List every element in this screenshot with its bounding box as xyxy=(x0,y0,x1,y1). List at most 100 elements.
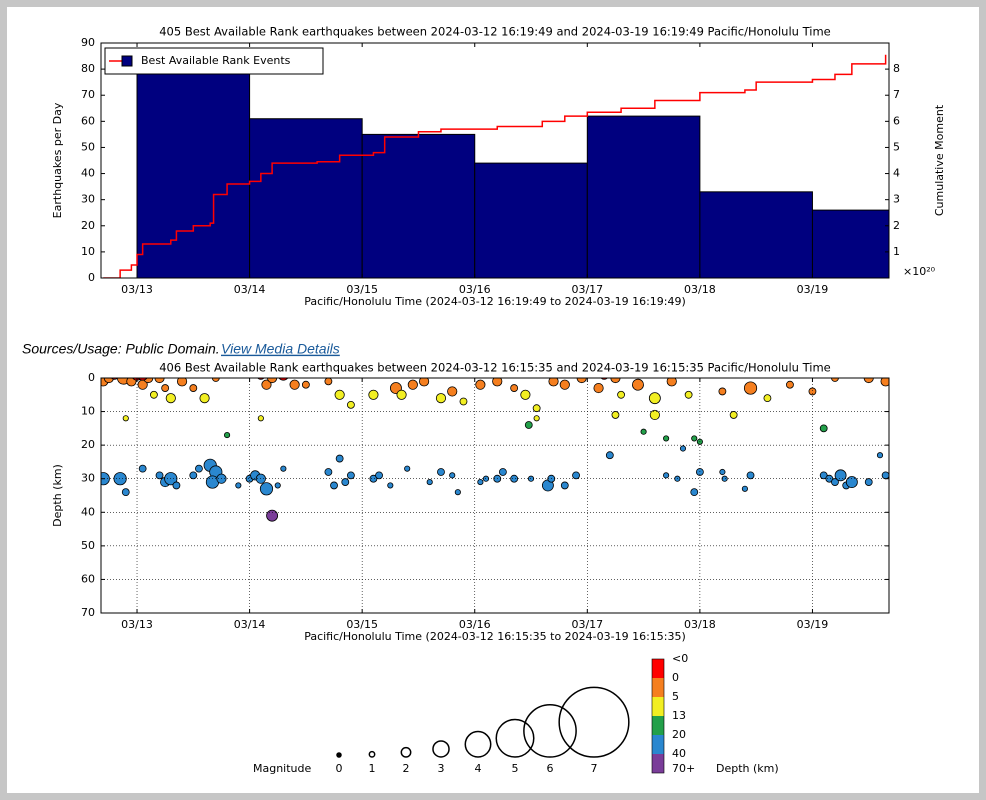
event xyxy=(825,474,834,483)
size-key xyxy=(400,746,412,758)
event xyxy=(532,404,541,413)
y-tick-label: 70 xyxy=(81,606,95,619)
event xyxy=(235,482,242,489)
event xyxy=(454,489,461,496)
event xyxy=(347,400,355,409)
color-key xyxy=(652,754,664,773)
event xyxy=(690,488,699,497)
y2-tick-label: 1 xyxy=(893,245,900,258)
x-tick-label: 03/16 xyxy=(459,618,491,631)
event xyxy=(510,384,519,392)
event xyxy=(666,378,677,387)
y-tick-label: 0 xyxy=(88,271,95,284)
color-key-label: 70+ xyxy=(672,762,695,775)
event xyxy=(224,432,231,439)
y-tick-label: 50 xyxy=(81,140,95,153)
y-tick-label: 40 xyxy=(81,167,95,180)
event xyxy=(763,394,772,403)
event xyxy=(449,472,456,479)
media-link[interactable]: View Media Details xyxy=(221,341,340,357)
y-tick-label: 30 xyxy=(81,472,95,485)
event xyxy=(437,468,445,476)
bar xyxy=(586,115,701,278)
y-tick-label: 0 xyxy=(88,371,95,384)
x-tick-label: 03/14 xyxy=(234,618,266,631)
plot-frame xyxy=(100,377,890,614)
legend: Best Available Rank Events xyxy=(104,47,324,75)
y2-tick-label: 7 xyxy=(893,88,900,101)
y2-tick-label: 5 xyxy=(893,140,900,153)
y-axis-label: Earthquakes per Day xyxy=(51,102,64,218)
event xyxy=(113,472,127,486)
event xyxy=(324,468,333,476)
color-key-label: 0 xyxy=(672,671,679,684)
event xyxy=(492,378,503,387)
bar xyxy=(249,118,363,278)
event xyxy=(447,386,458,397)
x-tick-label: 03/19 xyxy=(797,618,829,631)
y2-tick-label: 2 xyxy=(893,219,900,232)
y-tick-label: 70 xyxy=(81,88,95,101)
event xyxy=(743,381,758,395)
y-tick-label: 80 xyxy=(81,62,95,75)
event xyxy=(527,475,535,482)
color-legend-title: Depth (km) xyxy=(716,762,779,775)
event xyxy=(819,471,828,480)
y2-axis-label: Cumulative Moment xyxy=(933,104,946,216)
color-key-label: 13 xyxy=(672,709,686,722)
event xyxy=(155,471,164,480)
bar xyxy=(699,191,813,278)
event xyxy=(375,471,383,480)
event xyxy=(831,478,839,486)
x-axis-label: Pacific/Honolulu Time (2024-03-12 16:19:… xyxy=(304,295,686,308)
event xyxy=(691,435,698,442)
y2-tick-label: 3 xyxy=(893,193,900,206)
size-legend-title: Magnitude xyxy=(253,762,312,775)
event xyxy=(257,415,264,422)
y-tick-label: 30 xyxy=(81,193,95,206)
bar xyxy=(811,209,889,278)
event xyxy=(150,390,158,399)
event xyxy=(161,384,170,392)
color-key-label: 5 xyxy=(672,690,679,703)
event xyxy=(259,482,274,496)
size-key-label: 7 xyxy=(591,762,598,775)
event xyxy=(741,485,748,492)
event xyxy=(729,411,738,419)
legend-label: Best Available Rank Events xyxy=(141,54,291,67)
event xyxy=(274,482,281,489)
event xyxy=(121,488,130,497)
y2-tick-label: 8 xyxy=(893,62,900,75)
event xyxy=(435,393,447,404)
color-key xyxy=(652,735,664,754)
event xyxy=(605,451,614,460)
size-key-label: 2 xyxy=(403,762,410,775)
plot-frame xyxy=(100,42,890,279)
y-tick-label: 20 xyxy=(81,219,95,232)
event xyxy=(845,476,858,489)
bar xyxy=(361,133,476,278)
y2-tick-label: 4 xyxy=(893,167,900,180)
size-key-label: 3 xyxy=(438,762,445,775)
event xyxy=(572,471,580,480)
sources-text: Sources/Usage: Public Domain. xyxy=(22,341,220,357)
x-tick-label: 03/18 xyxy=(684,618,716,631)
event xyxy=(278,378,289,381)
y-tick-label: 10 xyxy=(81,405,95,418)
event xyxy=(419,378,430,387)
event xyxy=(611,411,620,419)
size-key-label: 1 xyxy=(369,762,376,775)
event xyxy=(718,387,727,396)
chart-title: 405 Best Available Rank earthquakes betw… xyxy=(159,25,831,39)
event xyxy=(881,471,889,480)
event xyxy=(301,380,310,389)
event xyxy=(199,393,210,404)
size-key xyxy=(495,718,535,758)
size-key xyxy=(464,730,492,758)
event xyxy=(387,482,394,489)
event xyxy=(593,382,604,394)
event xyxy=(548,378,559,387)
event xyxy=(477,479,484,486)
